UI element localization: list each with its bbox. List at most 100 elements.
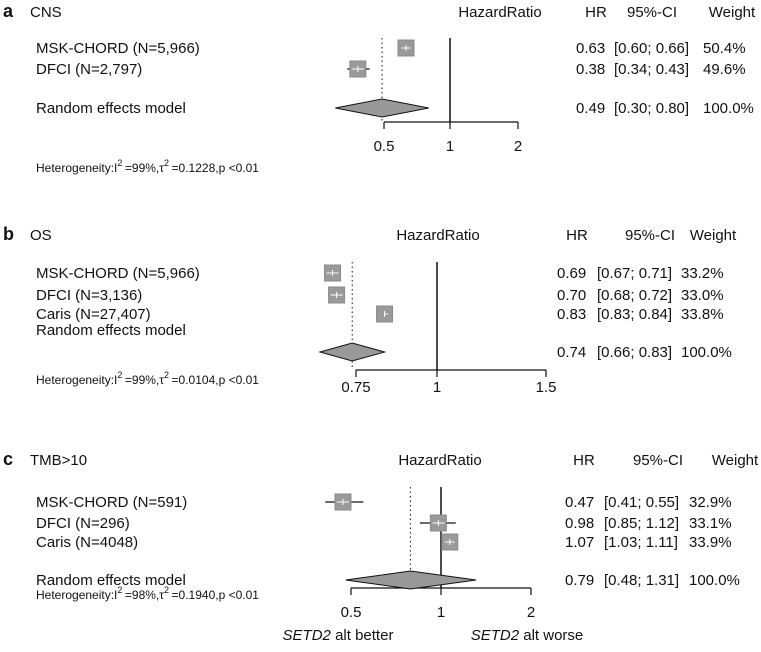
- study-weight: 50.4%: [703, 40, 746, 57]
- pooled-weight: 100.0%: [703, 100, 754, 117]
- heterogeneity-part: =98%,τ: [125, 588, 164, 602]
- study-label: DFCI (N=3,136): [36, 287, 142, 304]
- superscript-two: 2: [164, 158, 172, 168]
- column-header-ci: 95%-CI: [627, 4, 677, 21]
- column-header-hr: HR: [585, 4, 607, 21]
- x-tick-label: 1: [446, 138, 454, 155]
- study-label: DFCI (N=296): [36, 515, 130, 532]
- column-header-ci: 95%-CI: [625, 227, 675, 244]
- direction-text: alt better: [331, 627, 394, 644]
- heterogeneity-part: Heterogeneity:I: [36, 373, 117, 387]
- study-ci: [0.60; 0.66]: [614, 40, 689, 57]
- panel-title: TMB>10: [30, 452, 87, 469]
- x-tick-label: 1.5: [536, 379, 557, 396]
- study-hr: 0.70: [557, 287, 586, 304]
- heterogeneity-part: =0.1228,p <0.01: [172, 161, 260, 175]
- column-header-hazard-ratio: HazardRatio: [398, 452, 481, 469]
- pooled-hr: 0.49: [576, 100, 605, 117]
- pooled-effect-diamond: [345, 570, 477, 590]
- forest-panel-c: c TMB>10 HazardRatio HR 95%-CI Weight 0.5 1 2 MSK…: [3, 449, 759, 621]
- study-hr: 1.07: [565, 534, 594, 551]
- gene-symbol: SETD2: [471, 627, 520, 644]
- study-ci: [0.83; 0.84]: [597, 306, 672, 323]
- study-weight: 33.2%: [681, 265, 724, 282]
- study-weight: 33.9%: [689, 534, 732, 551]
- x-tick-label: 1: [437, 604, 445, 621]
- panel-title: OS: [30, 227, 52, 244]
- column-header-hr: HR: [573, 452, 595, 469]
- pooled-hr: 0.74: [557, 344, 586, 361]
- study-label: MSK-CHORD (N=5,966): [36, 40, 200, 57]
- column-header-hazard-ratio: HazardRatio: [458, 4, 541, 21]
- study-ci: [0.41; 0.55]: [604, 494, 679, 511]
- study-ci: [0.34; 0.43]: [614, 61, 689, 78]
- pooled-ci: [0.30; 0.80]: [614, 100, 689, 117]
- heterogeneity-text: Heterogeneity:I2 =98%,τ2 =0.1940,p <0.01: [36, 585, 259, 602]
- panel-label: b: [3, 224, 14, 244]
- heterogeneity-text: Heterogeneity:I2 =99%,τ2 =0.1228,p <0.01: [36, 158, 259, 175]
- superscript-two: 2: [164, 585, 172, 595]
- pooled-effect-diamond: [335, 98, 429, 118]
- forest-panel-a: a CNS HazardRatio HR 95%-CI Weight 0.5 1 2 MSK-CH…: [3, 1, 756, 175]
- study-hr: 0.98: [565, 515, 594, 532]
- better-label: SETD2 alt better: [283, 627, 394, 644]
- x-tick-label: 2: [527, 604, 535, 621]
- heterogeneity-text: Heterogeneity:I2 =99%,τ2 =0.0104,p <0.01: [36, 370, 259, 387]
- heterogeneity-part: =0.0104,p <0.01: [172, 373, 260, 387]
- pooled-ci: [0.66; 0.83]: [597, 344, 672, 361]
- study-hr: 0.63: [576, 40, 605, 57]
- pooled-label: Random effects model: [36, 572, 186, 589]
- study-label: Caris (N=27,407): [36, 306, 151, 323]
- study-hr: 0.83: [557, 306, 586, 323]
- study-hr: 0.69: [557, 265, 586, 282]
- study-label: MSK-CHORD (N=5,966): [36, 265, 200, 282]
- heterogeneity-part: Heterogeneity:I: [36, 588, 117, 602]
- heterogeneity-part: =99%,τ: [125, 161, 164, 175]
- direction-text: alt worse: [519, 627, 583, 644]
- pooled-weight: 100.0%: [681, 344, 732, 361]
- study-ci: [0.68; 0.72]: [597, 287, 672, 304]
- worse-label: SETD2 alt worse: [471, 627, 584, 644]
- x-tick-label: 0.5: [341, 604, 362, 621]
- pooled-effect-diamond: [318, 342, 387, 362]
- column-header-weight: Weight: [709, 4, 756, 21]
- gene-symbol: SETD2: [283, 627, 332, 644]
- x-tick-label: 0.5: [374, 138, 395, 155]
- heterogeneity-part: =0.1940,p <0.01: [172, 588, 260, 602]
- study-hr: 0.47: [565, 494, 594, 511]
- panel-label: c: [3, 449, 13, 469]
- study-weight: 33.1%: [689, 515, 732, 532]
- panel-label: a: [3, 1, 14, 21]
- panel-title: CNS: [30, 4, 62, 21]
- pooled-label: Random effects model: [36, 100, 186, 117]
- superscript-two: 2: [117, 370, 125, 380]
- study-label: MSK-CHORD (N=591): [36, 494, 187, 511]
- study-weight: 32.9%: [689, 494, 732, 511]
- column-header-weight: Weight: [712, 452, 759, 469]
- pooled-hr: 0.79: [565, 572, 594, 589]
- study-label: DFCI (N=2,797): [36, 61, 142, 78]
- x-tick-label: 2: [514, 138, 522, 155]
- study-weight: 33.0%: [681, 287, 724, 304]
- pooled-ci: [0.48; 1.31]: [604, 572, 679, 589]
- x-tick-label: 1: [433, 379, 441, 396]
- study-weight: 49.6%: [703, 61, 746, 78]
- study-weight: 33.8%: [681, 306, 724, 323]
- superscript-two: 2: [117, 585, 125, 595]
- study-ci: [0.85; 1.12]: [604, 515, 679, 532]
- study-label: Caris (N=4048): [36, 534, 138, 551]
- pooled-weight: 100.0%: [689, 572, 740, 589]
- column-header-weight: Weight: [690, 227, 737, 244]
- column-header-hr: HR: [566, 227, 588, 244]
- column-header-hazard-ratio: HazardRatio: [396, 227, 479, 244]
- column-header-ci: 95%-CI: [633, 452, 683, 469]
- study-hr: 0.38: [576, 61, 605, 78]
- pooled-label: Random effects model: [36, 322, 186, 339]
- study-ci: [1.03; 1.11]: [604, 534, 678, 551]
- forest-panel-b: b OS HazardRatio HR 95%-CI Weight 0.75 1 1.5 MSK-…: [3, 224, 737, 396]
- x-tick-label: 0.75: [341, 379, 370, 396]
- study-ci: [0.67; 0.71]: [597, 265, 672, 282]
- heterogeneity-part: =99%,τ: [125, 373, 164, 387]
